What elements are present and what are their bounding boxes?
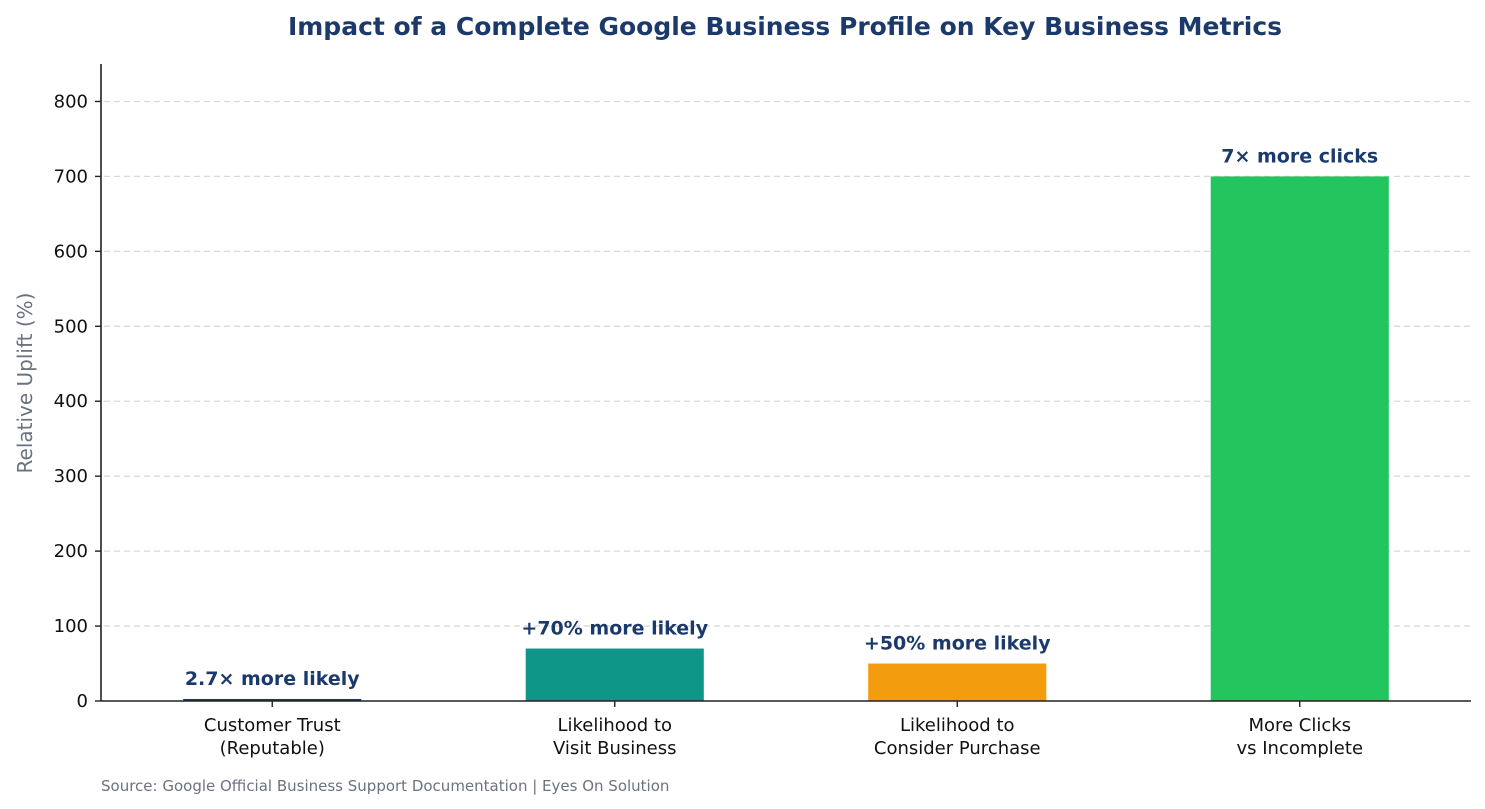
data-label: 2.7× more likely bbox=[185, 668, 360, 690]
y-tick-label: 100 bbox=[54, 616, 88, 637]
y-ticks: 0 100 200 300 400 500 600 700 800 bbox=[54, 91, 101, 712]
source-note: Source: Google Official Business Support… bbox=[101, 777, 669, 795]
y-axis-label: Relative Uplift (%) bbox=[13, 293, 37, 474]
x-tick-label: Likelihood to bbox=[557, 715, 672, 736]
x-tick-label: More Clicks bbox=[1248, 715, 1351, 736]
bar bbox=[868, 663, 1047, 701]
data-labels: 2.7× more likely +70% more likely +50% mor… bbox=[185, 145, 1378, 690]
gridlines bbox=[104, 100, 1471, 627]
x-tick-label: Visit Business bbox=[553, 738, 676, 759]
x-tick-label: vs Incomplete bbox=[1236, 738, 1363, 759]
bar bbox=[525, 648, 704, 701]
y-tick-label: 700 bbox=[54, 166, 88, 187]
data-label: 7× more clicks bbox=[1221, 145, 1378, 167]
x-ticks: Customer Trust(Reputable)Likelihood toVi… bbox=[204, 701, 1363, 759]
x-tick-label: Consider Purchase bbox=[874, 738, 1041, 759]
y-tick-label: 200 bbox=[54, 541, 88, 562]
y-tick-label: 500 bbox=[54, 316, 88, 337]
x-tick-label: Customer Trust bbox=[204, 715, 341, 736]
bars bbox=[183, 176, 1389, 702]
y-tick-label: 0 bbox=[77, 691, 88, 712]
x-tick-label: Likelihood to bbox=[900, 715, 1015, 736]
x-tick-label: (Reputable) bbox=[220, 738, 325, 759]
bar bbox=[183, 698, 362, 701]
axes bbox=[100, 64, 1471, 702]
y-tick-label: 400 bbox=[54, 391, 88, 412]
y-tick-label: 600 bbox=[54, 241, 88, 262]
chart-title: Impact of a Complete Google Business Pro… bbox=[288, 12, 1282, 41]
y-tick-label: 800 bbox=[54, 91, 88, 112]
y-tick-label: 300 bbox=[54, 466, 88, 487]
data-label: +70% more likely bbox=[521, 618, 708, 640]
data-label: +50% more likely bbox=[864, 633, 1051, 655]
bar bbox=[1210, 176, 1389, 702]
